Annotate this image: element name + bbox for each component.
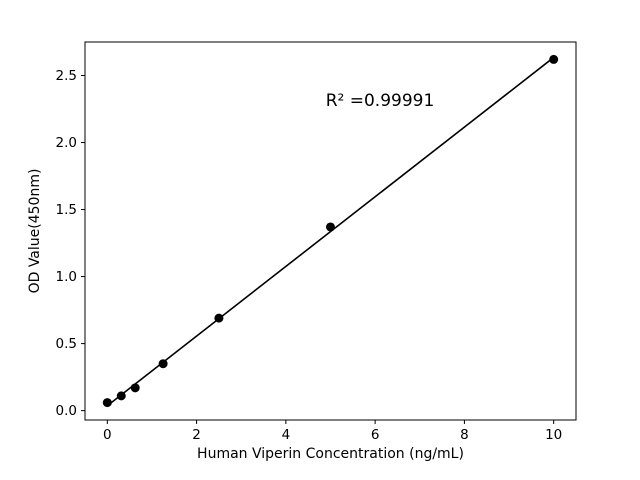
y-tick-label: 0.5 (56, 336, 77, 352)
data-point-marker (130, 383, 140, 393)
x-tick-label: 6 (371, 427, 380, 443)
data-point-marker (549, 54, 559, 64)
y-tick-label: 1.5 (56, 202, 77, 218)
data-point-marker (102, 398, 112, 408)
data-point-marker (326, 222, 335, 232)
x-tick-label: 2 (192, 427, 201, 443)
x-tick-label: 10 (545, 427, 562, 443)
y-tick-label: 2.5 (56, 68, 77, 84)
x-axis-label: Human Viperin Concentration (ng/mL) (197, 446, 464, 462)
data-point-marker (158, 359, 168, 369)
data-point-marker (214, 313, 224, 323)
r-squared-annotation: R² =0.99991 (325, 91, 435, 111)
data-point-marker (116, 391, 126, 401)
x-tick-label: 0 (103, 427, 112, 443)
y-axis-label: OD Value(450nm) (27, 168, 43, 294)
plot-border (84, 41, 577, 421)
y-tick-label: 1.0 (56, 269, 77, 285)
y-tick-label: 0.0 (56, 403, 77, 419)
x-tick-label: 4 (282, 427, 291, 443)
fit-line (106, 56, 555, 407)
y-tick-label: 2.0 (56, 135, 77, 151)
x-tick-label: 8 (460, 427, 469, 443)
